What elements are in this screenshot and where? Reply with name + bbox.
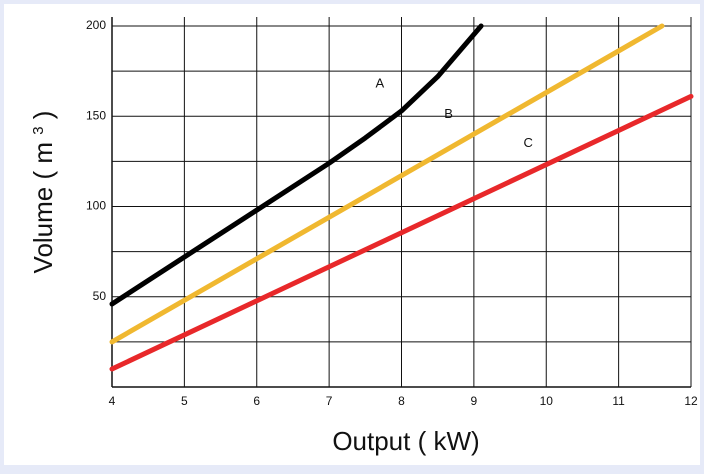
series-labels: A B C [375, 75, 532, 150]
x-tick-label: 11 [612, 394, 625, 408]
y-axis-label-main: Volume ( m [28, 135, 58, 274]
grid [111, 17, 692, 388]
y-tick-label: 150 [86, 108, 106, 122]
x-tick-label: 6 [253, 394, 260, 408]
y-axis-label-close: ) [28, 111, 58, 127]
x-tick-label: 9 [471, 394, 478, 408]
tick-labels: 4 5 6 7 8 9 10 11 12 50 100 150 200 [86, 18, 698, 408]
chart-background [4, 4, 700, 465]
x-tick-label: 12 [684, 394, 698, 408]
series-line-b [109, 23, 665, 345]
y-tick-label: 100 [86, 199, 106, 213]
y-axis-label: Volume ( m 3 ) [28, 111, 58, 274]
x-tick-label: 5 [181, 394, 188, 408]
y-tick-label: 50 [93, 289, 107, 303]
x-axis-label: Output ( kW) [332, 426, 479, 456]
series-label-b: B [444, 106, 453, 121]
series-label-c: C [523, 135, 532, 150]
x-tick-label: 7 [326, 394, 333, 408]
series-label-a: A [375, 75, 384, 90]
series-line-c [109, 93, 694, 372]
y-axis-label-sup: 3 [30, 126, 47, 134]
x-tick-label: 10 [540, 394, 554, 408]
y-tick-label: 200 [86, 18, 106, 32]
x-tick-label: 8 [398, 394, 405, 408]
x-tick-label: 4 [109, 394, 116, 408]
series-lines [109, 23, 694, 372]
series-line-a [109, 23, 484, 307]
